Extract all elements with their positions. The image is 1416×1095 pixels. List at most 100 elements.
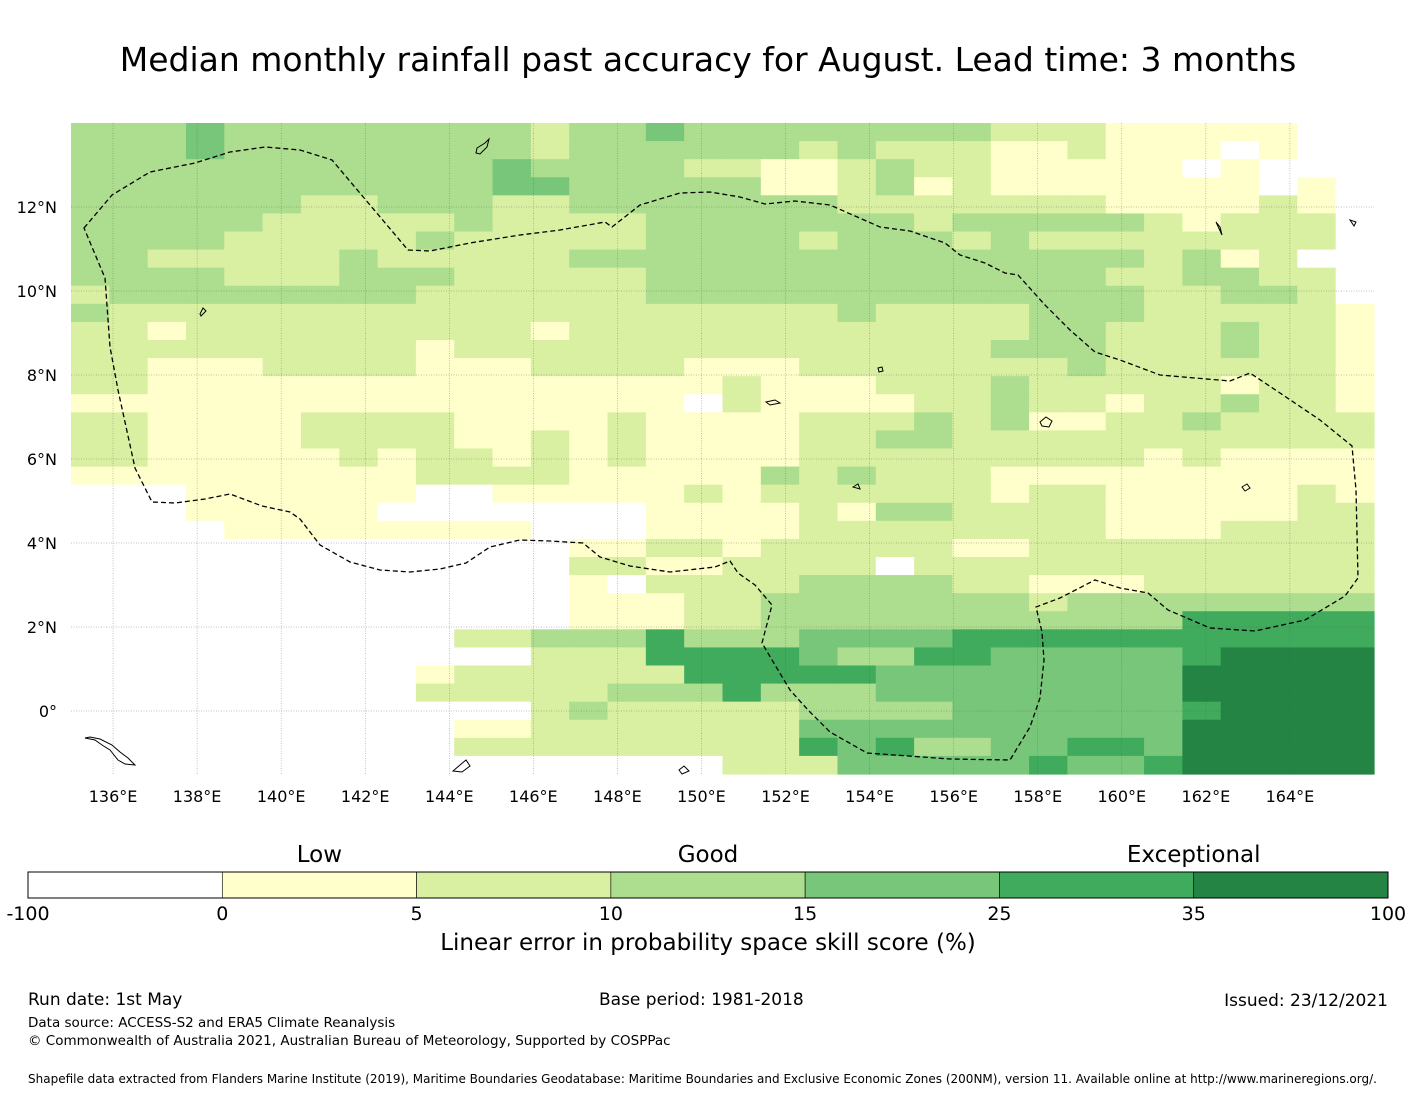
grid-cell: [1259, 701, 1298, 721]
grid-cell: [722, 448, 762, 468]
grid-cell: [300, 448, 340, 468]
grid-cell: [1259, 249, 1298, 269]
grid-cell: [1335, 502, 1375, 522]
grid-cell: [109, 737, 149, 757]
grid-cell: [684, 719, 724, 739]
grid-cell: [1029, 213, 1069, 233]
grid-cell: [1144, 683, 1183, 703]
grid-cell: [147, 647, 187, 667]
grid-cell: [1220, 340, 1260, 359]
grid-cell: [1144, 358, 1183, 377]
grid-cell: [760, 394, 800, 413]
grid-cell: [952, 412, 992, 432]
grid-cell: [760, 267, 800, 287]
grid-cell: [415, 213, 455, 233]
grid-cell: [300, 231, 340, 251]
grid-cell: [1220, 466, 1260, 486]
grid-cell: [262, 195, 302, 215]
grid-cell: [492, 321, 532, 341]
grid-cell: [684, 647, 724, 667]
grid-cell: [492, 249, 532, 269]
grid-cell: [1029, 321, 1069, 341]
colorbar-tick-label: 10: [599, 903, 623, 925]
grid-cell: [1067, 195, 1107, 215]
grid-cell: [1144, 430, 1183, 450]
grid-cell: [71, 629, 110, 649]
grid-cell: [684, 376, 724, 395]
grid-cell: [990, 755, 1030, 775]
grid-cell: [1182, 647, 1222, 667]
grid-cell: [684, 123, 724, 142]
grid-cell: [1144, 502, 1183, 522]
grid-cell: [684, 213, 724, 233]
grid-cell: [684, 231, 724, 251]
grid-cell: [760, 340, 800, 359]
grid-cell: [377, 430, 417, 450]
grid-cell: [569, 719, 609, 739]
grid-cell: [990, 647, 1030, 667]
grid-cell: [760, 430, 800, 450]
grid-cell: [454, 285, 494, 305]
grid-cell: [875, 683, 915, 703]
grid-cell: [952, 231, 992, 251]
grid-cell: [569, 737, 609, 757]
grid-cell: [109, 213, 149, 233]
grid-cell: [952, 249, 992, 269]
grid-cell: [1220, 195, 1260, 215]
grid-cell: [71, 484, 110, 504]
grid-cell: [990, 141, 1030, 160]
grid-cell: [569, 285, 609, 305]
grid-cell: [569, 412, 609, 432]
grid-cell: [300, 484, 340, 504]
grid-cell: [377, 285, 417, 305]
grid-cell: [722, 647, 762, 667]
grid-cell: [492, 123, 532, 142]
grid-cell: [875, 611, 915, 630]
grid-cell: [875, 412, 915, 432]
grid-cell: [147, 141, 187, 160]
grid-cell: [109, 719, 149, 739]
colorbar-segment: [416, 871, 612, 899]
grid-cell: [875, 647, 915, 667]
grid-cell: [1144, 412, 1183, 432]
grid-cell: [530, 719, 570, 739]
grid-cell: [224, 629, 264, 649]
grid-cell: [300, 557, 340, 576]
grid-cell: [799, 303, 839, 323]
grid-cell: [262, 159, 302, 178]
grid-cell: [1335, 719, 1375, 739]
grid-cell: [530, 159, 570, 178]
grid-cell: [454, 502, 494, 522]
grid-cell: [760, 141, 800, 160]
grid-cell: [952, 538, 992, 558]
grid-cell: [415, 701, 455, 721]
grid-cell: [1067, 430, 1107, 450]
grid-cell: [147, 683, 187, 703]
grid-cell: [530, 321, 570, 341]
grid-cell: [914, 683, 954, 703]
grid-cell: [760, 755, 800, 775]
grid-cell: [71, 285, 110, 305]
grid-cell: [185, 737, 225, 757]
grid-cell: [224, 538, 264, 558]
grid-cell: [185, 466, 225, 486]
islands: [84, 137, 1357, 775]
grid-cell: [645, 538, 685, 558]
grid-cell: [875, 249, 915, 269]
grid-cell: [1144, 448, 1183, 468]
grid-cell: [71, 340, 110, 359]
grid-cell: [300, 629, 340, 649]
grid-cell: [71, 376, 110, 395]
grid-cell: [1335, 376, 1375, 395]
grid-cell: [1297, 430, 1337, 450]
grid-cell: [990, 629, 1030, 649]
grid-cell: [760, 321, 800, 341]
grid-cell: [914, 538, 954, 558]
grid-cell: [1029, 249, 1069, 269]
grid-cell: [1297, 303, 1337, 323]
grid-cell: [875, 394, 915, 413]
grid-cell: [1144, 647, 1183, 667]
grid-cell: [1029, 683, 1069, 703]
grid-cell: [914, 195, 954, 215]
grid-cell: [262, 538, 302, 558]
